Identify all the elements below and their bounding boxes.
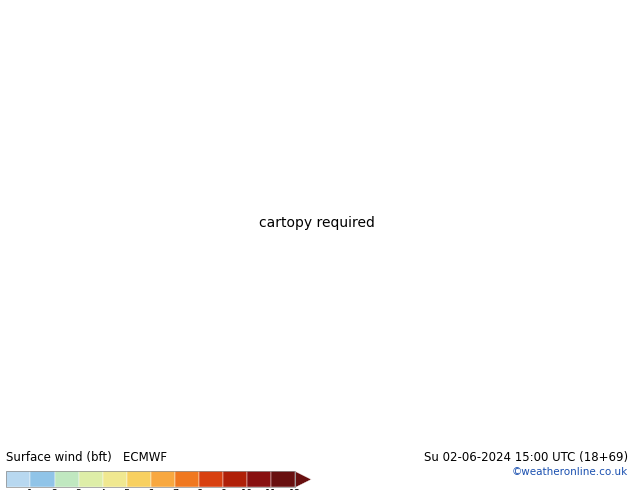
Text: 10: 10	[241, 489, 254, 490]
Bar	[223, 471, 247, 488]
Text: Surface wind (bft)   ECMWF: Surface wind (bft) ECMWF	[6, 451, 167, 464]
Text: 6: 6	[148, 489, 154, 490]
Bar	[55, 471, 79, 488]
Text: 11: 11	[265, 489, 278, 490]
Text: 3: 3	[75, 489, 82, 490]
Bar	[127, 471, 151, 488]
Polygon shape	[295, 471, 311, 488]
Text: 1: 1	[27, 489, 34, 490]
Bar	[6, 471, 30, 488]
Bar	[6, 471, 295, 488]
Text: ©weatheronline.co.uk: ©weatheronline.co.uk	[512, 467, 628, 477]
Text: Su 02-06-2024 15:00 UTC (18+69): Su 02-06-2024 15:00 UTC (18+69)	[424, 451, 628, 464]
Text: 9: 9	[220, 489, 226, 490]
Text: 4: 4	[100, 489, 106, 490]
Text: 5: 5	[124, 489, 130, 490]
Text: 8: 8	[196, 489, 202, 490]
Text: 2: 2	[51, 489, 58, 490]
Text: 12: 12	[289, 489, 302, 490]
Bar	[103, 471, 127, 488]
Bar	[247, 471, 271, 488]
Bar	[79, 471, 103, 488]
Bar	[271, 471, 295, 488]
Bar	[175, 471, 199, 488]
Text: 7: 7	[172, 489, 178, 490]
Bar	[151, 471, 175, 488]
Bar	[199, 471, 223, 488]
Text: cartopy required: cartopy required	[259, 216, 375, 230]
Bar	[30, 471, 55, 488]
